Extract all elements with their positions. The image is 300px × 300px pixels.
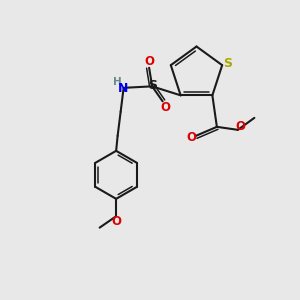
- Text: O: O: [111, 214, 122, 227]
- Text: O: O: [144, 55, 154, 68]
- Text: S: S: [148, 79, 157, 92]
- Text: O: O: [160, 101, 171, 114]
- Text: S: S: [223, 57, 232, 70]
- Text: N: N: [118, 82, 128, 95]
- Text: O: O: [235, 120, 245, 133]
- Text: H: H: [113, 77, 122, 87]
- Text: O: O: [187, 131, 197, 144]
